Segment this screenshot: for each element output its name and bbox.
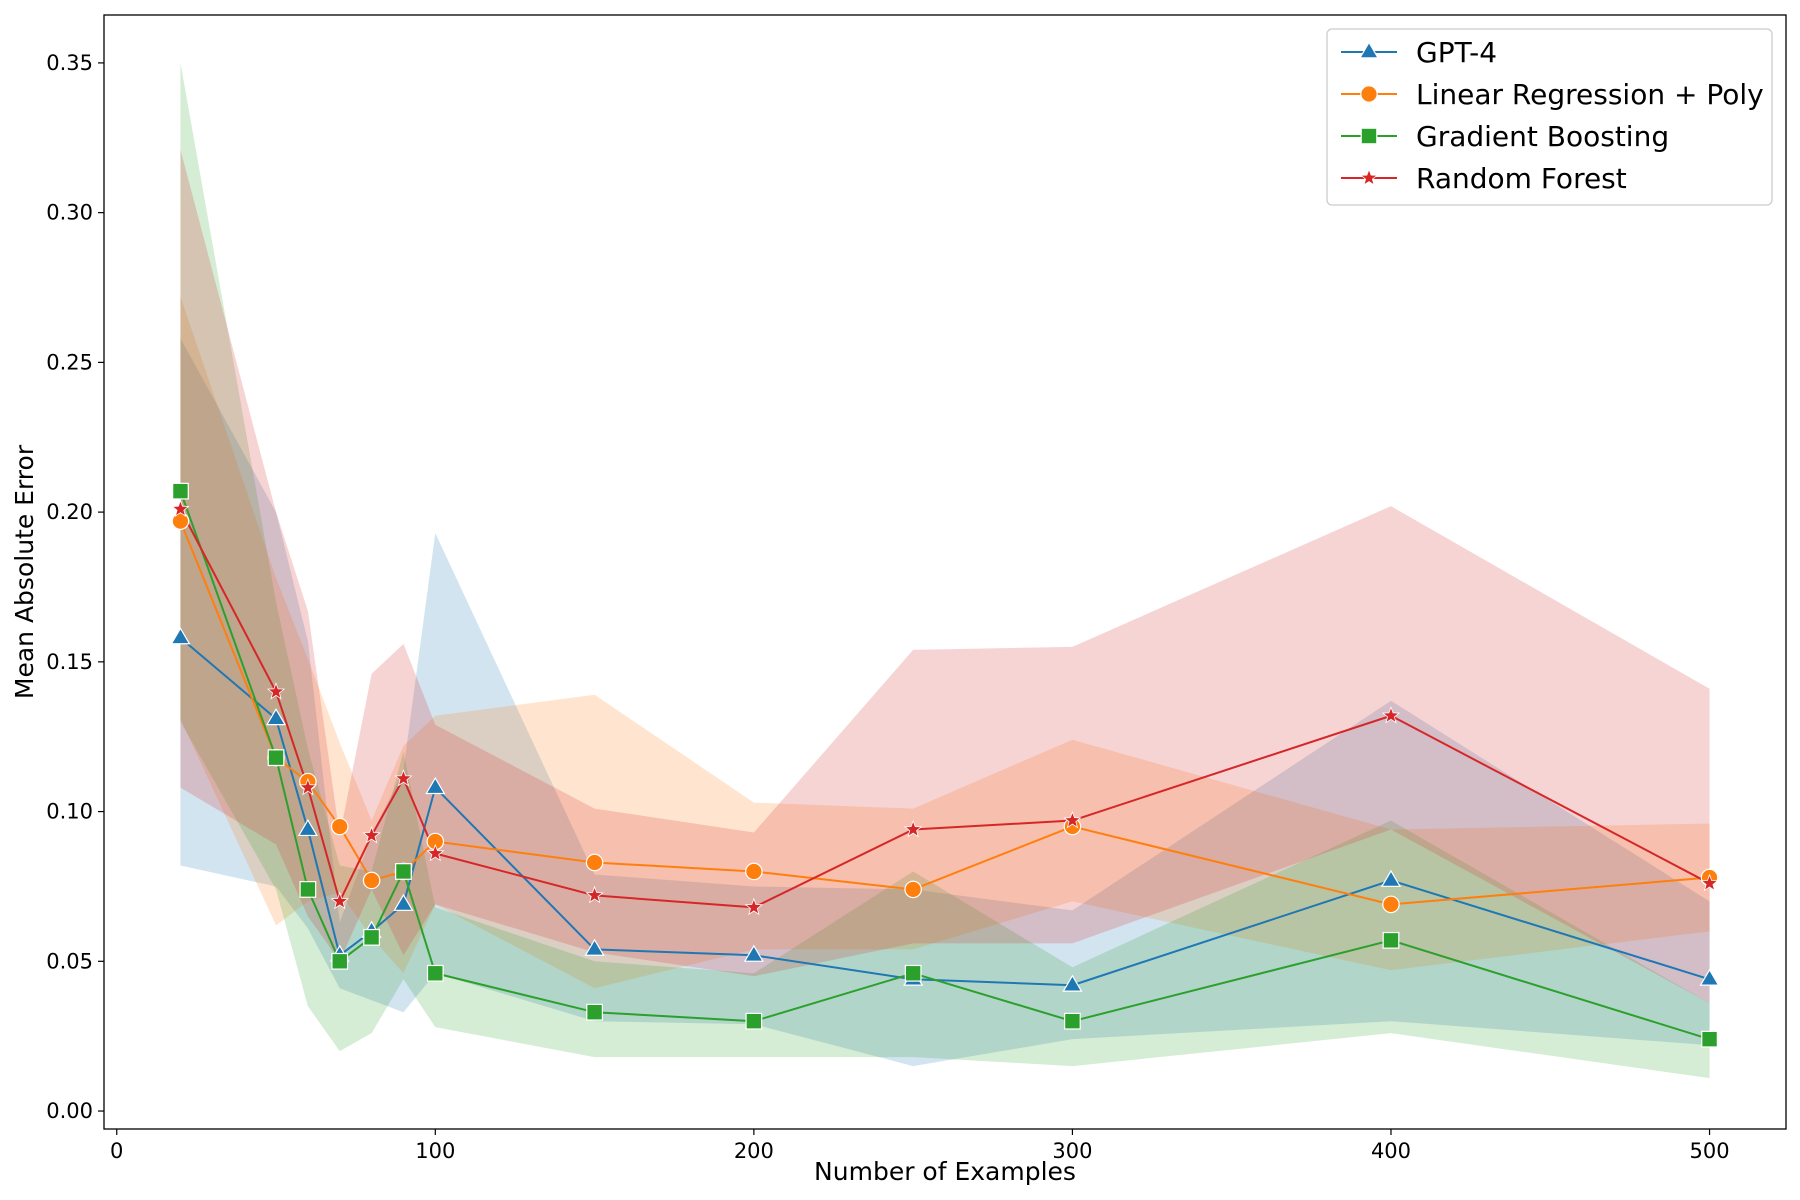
y-tick-label: 0.30 [46,201,93,225]
legend-label-gpt-4: GPT-4 [1416,36,1497,69]
y-axis-label: Mean Absolute Error [10,444,39,699]
gpt-4-point [584,938,605,956]
y-tick-label: 0.25 [46,350,93,374]
gpt-4-point [393,893,414,911]
random-forest-confidence-band [180,149,1710,1004]
gradient-boosting-point [299,881,317,898]
y-tick-label: 0.20 [46,500,93,524]
confidence-bands [180,62,1710,1079]
gradient-boosting-point [745,1012,763,1030]
random-forest-point [330,891,349,910]
random-forest-point [171,499,190,517]
random-forest-point [426,843,445,862]
linear-regression-poly-point [585,853,604,872]
linear-regression-poly-point [745,862,763,881]
linear-regression-poly-point [171,512,190,530]
gradient-boosting-point [395,863,412,880]
random-forest-point [1381,706,1401,724]
gpt-4-point [1062,974,1083,992]
legend-label-linear-regression-poly: Linear Regression + Poly [1416,78,1764,111]
random-forest-point [394,768,413,787]
series-markers [170,482,1720,1048]
linear-regression-poly-point [362,871,381,890]
x-tick-label: 200 [734,1139,774,1163]
legend-label-random-forest: Random Forest [1416,162,1627,195]
y-tick-label: 0.15 [46,650,93,674]
x-axis-label: Number of Examples [814,1157,1076,1186]
y-axis-ticks: 0.00 0.05 0.10 0.15 0.20 0.25 0.30 0.35 [46,51,104,1123]
random-forest-point [362,825,381,844]
y-tick-label: 0.05 [46,949,93,973]
gpt-4-confidence-band [180,338,1710,1067]
legend-marker-random-forest [1359,168,1379,186]
y-tick-label: 0.10 [46,800,93,824]
linear-regression-poly-point [330,817,349,836]
x-tick-label: 0 [110,1139,123,1163]
x-tick-label: 300 [1052,1139,1092,1163]
random-forest-point [298,777,318,796]
gpt-4-point [425,776,446,795]
gradient-boosting-point [1701,1030,1718,1048]
gpt-4-point [170,627,191,645]
gpt-4-point [297,818,318,837]
x-tick-label: 500 [1689,1139,1729,1163]
gradient-boosting-point [904,964,922,982]
legend-marker-gradient-boosting [1360,127,1378,145]
random-forest-point [1063,810,1082,829]
gradient-boosting-point [172,482,189,500]
linear-regression-poly-point [1382,895,1400,914]
y-tick-label: 0.00 [46,1099,93,1123]
gradient-boosting-point [331,952,349,970]
random-forest-point [903,819,923,838]
x-axis-ticks: 0 100 200 300 400 500 [110,1129,1730,1163]
random-forest-point [585,885,604,904]
gradient-boosting-point [267,749,285,767]
gradient-boosting-point [1382,931,1400,949]
x-tick-label: 400 [1371,1139,1411,1163]
gpt-4-point [1380,869,1402,887]
gradient-boosting-point [1064,1012,1081,1030]
gradient-boosting-point [586,1003,603,1021]
random-forest-point [744,897,764,916]
y-tick-label: 0.35 [46,51,93,75]
legend-marker-gpt-4 [1358,41,1380,59]
gradient-boosting-point [363,928,380,946]
linear-regression-poly-point [904,880,922,899]
gpt-4-point [1699,968,1720,986]
gradient-boosting-point [426,964,444,982]
legend-label-gradient-boosting: Gradient Boosting [1416,120,1669,153]
linear-regression-poly-confidence-band [180,296,1710,989]
gpt-4-point [265,708,287,726]
legend-box [1326,28,1773,206]
plot-frame [103,14,1787,1130]
gradient-boosting-confidence-band [180,62,1710,1079]
legend-marker-linear-regression-poly [1360,85,1378,103]
random-forest-point [266,682,286,700]
gpt-4-point [743,944,764,962]
x-tick-label: 100 [415,1139,455,1163]
legend: GPT-4 Linear Regression + Poly Gradient Bo… [1326,28,1773,206]
random-forest-point [1700,873,1719,892]
